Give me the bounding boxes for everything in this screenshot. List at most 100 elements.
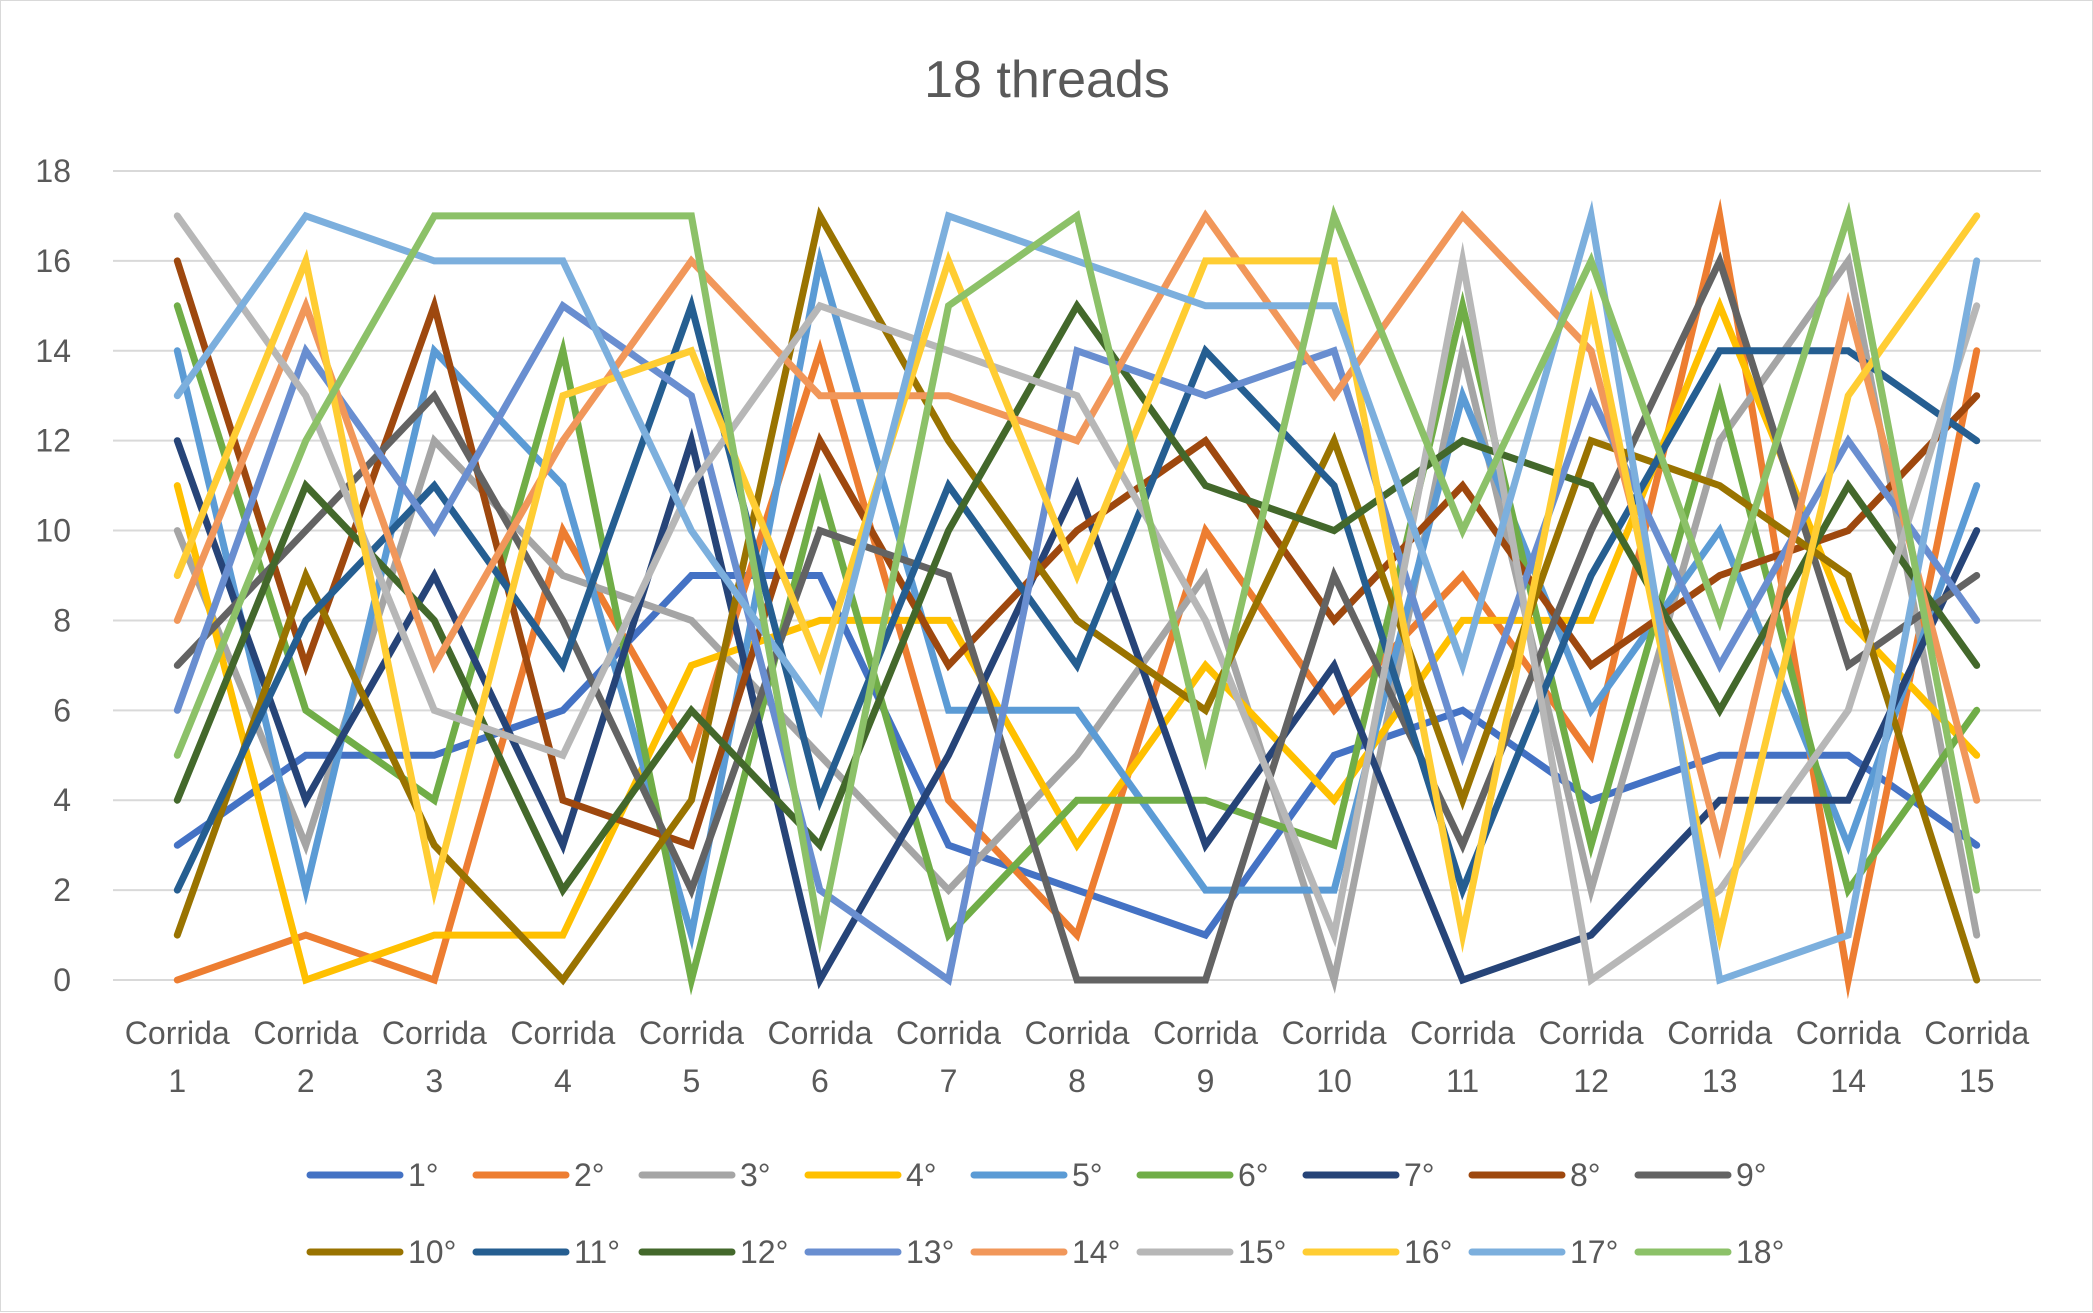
- legend-label: 6°: [1238, 1157, 1269, 1193]
- legend-item: 14°: [970, 1234, 1120, 1270]
- legend-label: 8°: [1570, 1157, 1601, 1193]
- x-tick-label: Corrida 12: [1539, 1015, 1644, 1099]
- x-tick-label: Corrida 13: [1667, 1015, 1772, 1099]
- legend-item: 13°: [804, 1234, 954, 1270]
- series-line-18: [173, 201, 1981, 954]
- series-line-7: [173, 427, 1981, 990]
- legend: 1° 2° 3° 4° 5° 6° 7° 8° 9° 10° 11° 12° 13° 14° 15° 16° 1…: [306, 1157, 1784, 1270]
- legend-item: 3°: [638, 1157, 771, 1193]
- legend-label: 16°: [1404, 1234, 1452, 1270]
- x-tick-label-line: 1: [168, 1063, 186, 1099]
- series-line-5: [173, 245, 1981, 951]
- legend-item: 17°: [1468, 1234, 1618, 1270]
- x-tick-label-line: 5: [683, 1063, 701, 1099]
- legend-item: 10°: [306, 1234, 456, 1270]
- x-tick-label-line: 13: [1702, 1063, 1738, 1099]
- x-tick-label-line: Corrida: [1667, 1015, 1772, 1051]
- x-tick-label-line: 2: [297, 1063, 315, 1099]
- legend-item: 16°: [1302, 1234, 1452, 1270]
- x-tick-label: Corrida 2: [253, 1015, 358, 1099]
- x-tick-label-line: Corrida: [382, 1015, 487, 1051]
- x-tick-label-line: 7: [940, 1063, 958, 1099]
- legend-item: 2°: [472, 1157, 605, 1193]
- y-tick-label: 0: [53, 962, 71, 998]
- legend-label: 12°: [740, 1234, 788, 1270]
- series-line-6: [173, 290, 1981, 996]
- legend-item: 12°: [638, 1234, 788, 1270]
- x-tick-label: Corrida 6: [767, 1015, 872, 1099]
- x-tick-label-line: 3: [425, 1063, 443, 1099]
- series-line-13: [173, 300, 1981, 986]
- legend-label: 3°: [740, 1157, 771, 1193]
- x-tick-label: Corrida 15: [1924, 1015, 2029, 1099]
- x-axis-ticks: Corrida 1 Corrida 2 Corrida 3 Corrida 4 Corrida 5…: [125, 1015, 2030, 1099]
- y-tick-label: 16: [35, 243, 71, 279]
- legend-item: 9°: [1634, 1157, 1767, 1193]
- x-tick-label-line: Corrida: [510, 1015, 615, 1051]
- x-tick-label-line: Corrida: [125, 1015, 230, 1051]
- series-line-10: [173, 206, 1981, 986]
- legend-item: 1°: [306, 1157, 439, 1193]
- series-line-11: [173, 293, 1981, 901]
- chart-title: 18 threads: [924, 51, 1170, 109]
- y-tick-label: 8: [53, 602, 71, 638]
- legend-item: 7°: [1302, 1157, 1435, 1193]
- legend-label: 5°: [1072, 1157, 1103, 1193]
- legend-item: 8°: [1468, 1157, 1601, 1193]
- x-tick-label-line: 6: [811, 1063, 829, 1099]
- y-tick-label: 2: [53, 872, 71, 908]
- x-tick-label: Corrida 9: [1153, 1015, 1258, 1099]
- x-tick-label-line: Corrida: [639, 1015, 744, 1051]
- y-axis-ticks: 0 2 4 6 8 10 12 14 16 18: [35, 153, 71, 998]
- legend-item: 4°: [804, 1157, 937, 1193]
- legend-label: 14°: [1072, 1234, 1120, 1270]
- x-tick-label-line: Corrida: [1796, 1015, 1901, 1051]
- x-tick-label: Corrida 10: [1282, 1015, 1387, 1099]
- x-tick-label-line: Corrida: [1153, 1015, 1258, 1051]
- x-tick-label-line: 9: [1197, 1063, 1215, 1099]
- x-tick-label: Corrida 8: [1025, 1015, 1130, 1099]
- series-line-1: [173, 572, 1981, 940]
- series-line-12: [173, 299, 1981, 897]
- legend-item: 11°: [472, 1234, 620, 1270]
- x-tick-label-line: Corrida: [1282, 1015, 1387, 1051]
- series-lines: [173, 198, 1981, 1000]
- series-line-2: [173, 198, 1981, 1000]
- x-tick-label: Corrida 4: [510, 1015, 615, 1099]
- x-tick-label-line: Corrida: [1025, 1015, 1130, 1051]
- x-tick-label-line: Corrida: [896, 1015, 1001, 1051]
- x-tick-label-line: 10: [1316, 1063, 1352, 1099]
- y-tick-label: 4: [53, 782, 71, 818]
- x-tick-label: Corrida 14: [1796, 1015, 1901, 1099]
- legend-label: 17°: [1570, 1234, 1618, 1270]
- legend-label: 1°: [408, 1157, 439, 1193]
- x-tick-label-line: Corrida: [1410, 1015, 1515, 1051]
- x-tick-label-line: 8: [1068, 1063, 1086, 1099]
- legend-label: 11°: [574, 1234, 620, 1270]
- legend-item: 18°: [1634, 1234, 1784, 1270]
- y-tick-label: 14: [35, 333, 71, 369]
- x-tick-label: Corrida 7: [896, 1015, 1001, 1099]
- x-tick-label-line: 12: [1573, 1063, 1609, 1099]
- x-tick-label: Corrida 3: [382, 1015, 487, 1099]
- legend-label: 9°: [1736, 1157, 1767, 1193]
- series-line-14: [173, 209, 1981, 860]
- legend-label: 15°: [1238, 1234, 1286, 1270]
- legend-item: 15°: [1136, 1234, 1286, 1270]
- x-tick-label-line: Corrida: [1924, 1015, 2029, 1051]
- legend-label: 4°: [906, 1157, 937, 1193]
- legend-label: 10°: [408, 1234, 456, 1270]
- x-tick-label: Corrida 5: [639, 1015, 744, 1099]
- series-line-17: [173, 200, 1981, 985]
- legend-label: 7°: [1404, 1157, 1435, 1193]
- series-line-9: [173, 251, 1981, 984]
- x-tick-label-line: 14: [1830, 1063, 1866, 1099]
- x-tick-label-line: Corrida: [767, 1015, 872, 1051]
- series-line-4: [173, 296, 1981, 985]
- x-tick-label-line: Corrida: [253, 1015, 358, 1051]
- legend-item: 5°: [970, 1157, 1103, 1193]
- x-tick-label-line: 15: [1959, 1063, 1995, 1099]
- legend-label: 13°: [906, 1234, 954, 1270]
